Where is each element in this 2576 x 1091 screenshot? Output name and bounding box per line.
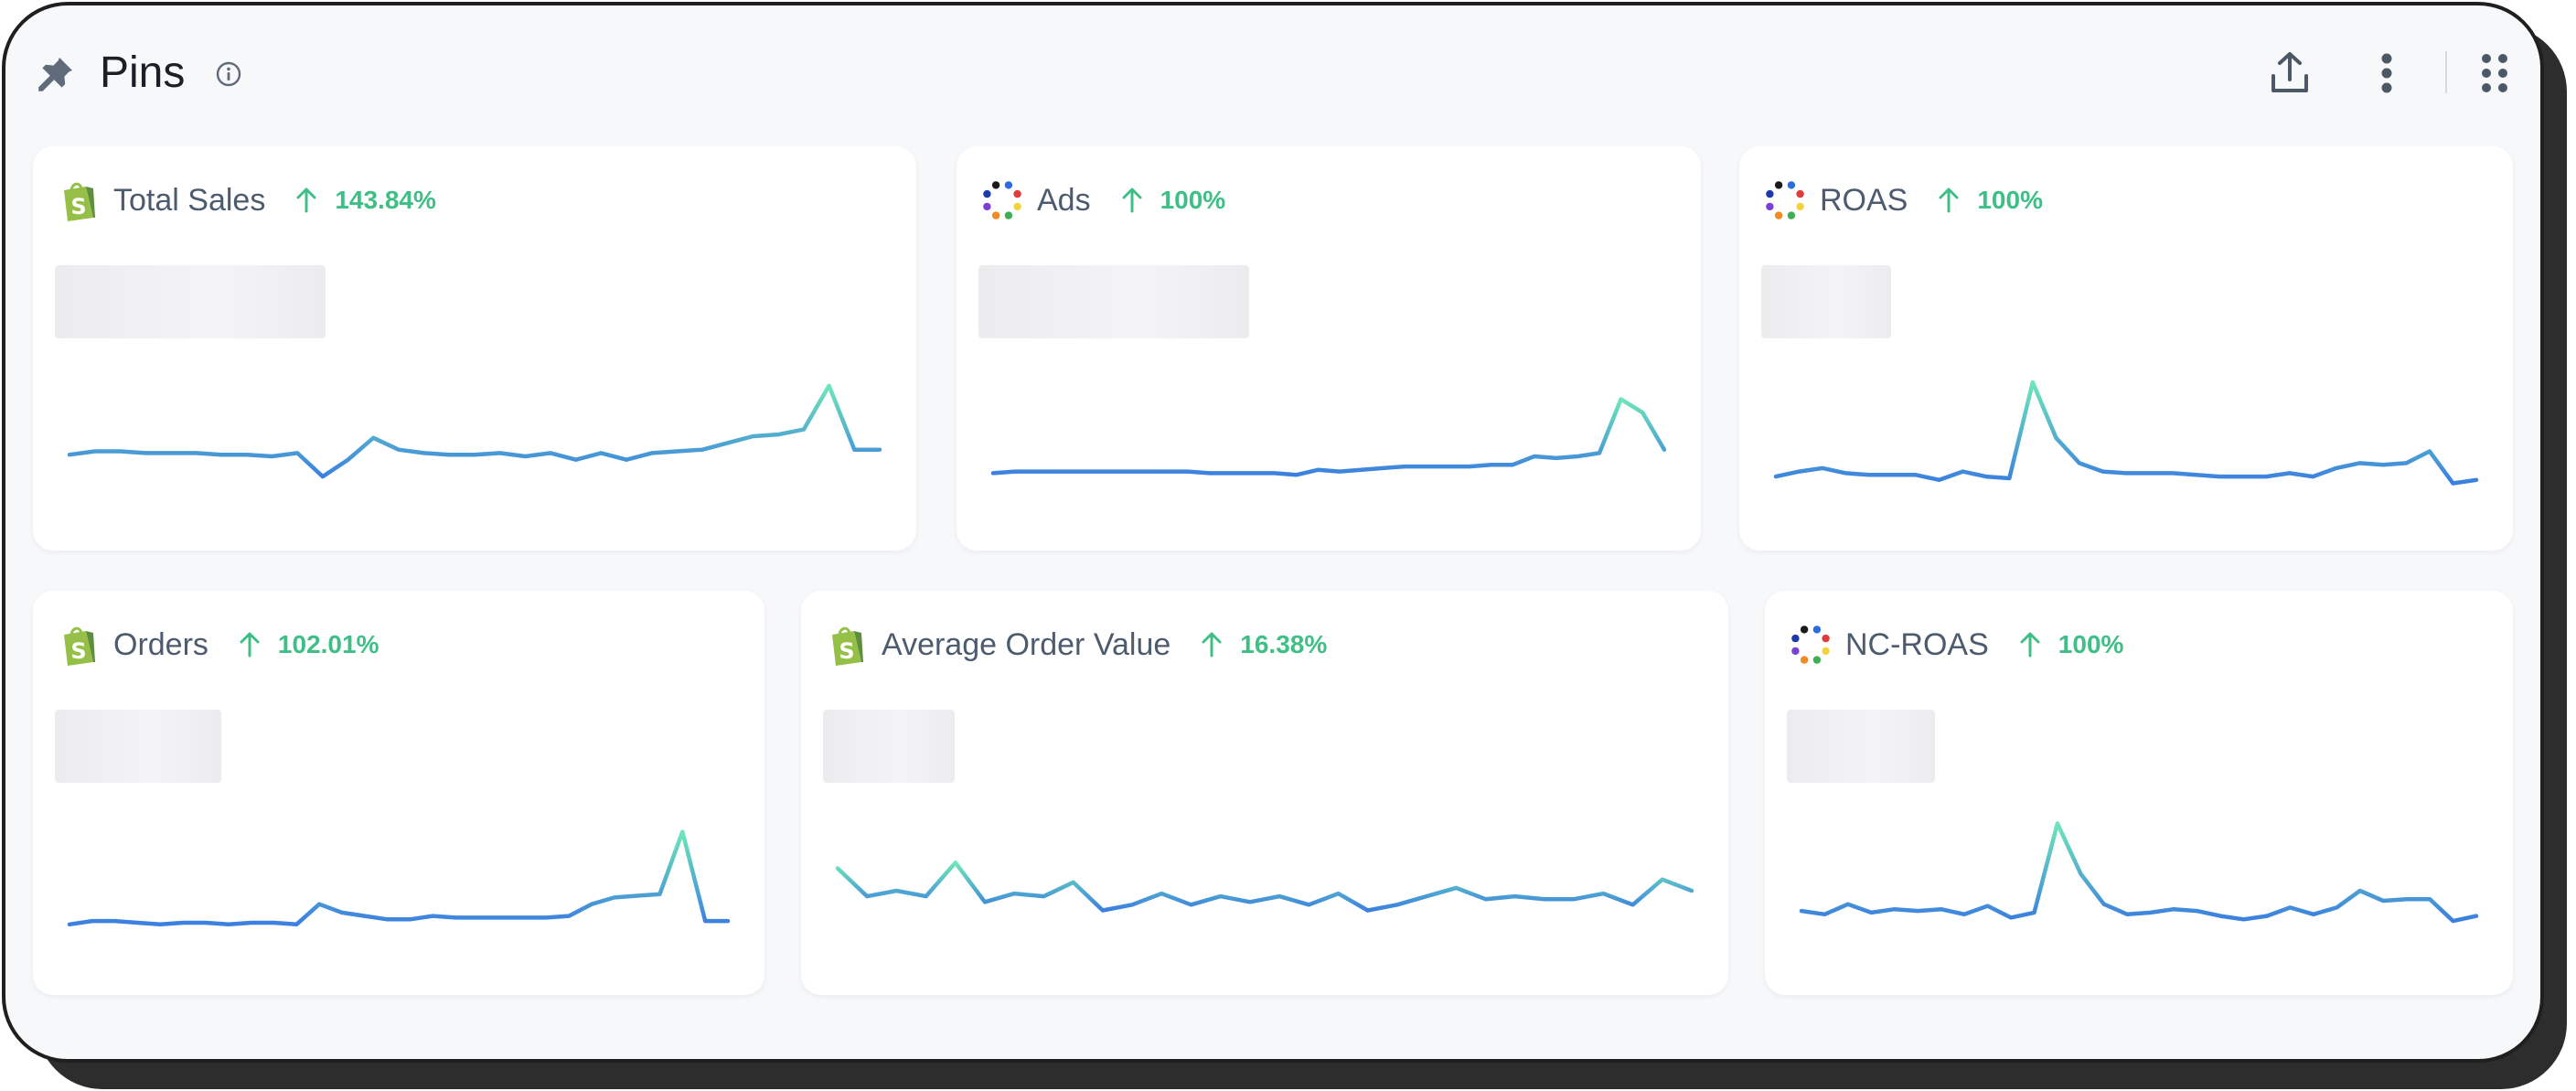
arrow-up-icon [1202, 632, 1222, 658]
layout-grid-button[interactable] [2467, 46, 2522, 101]
pin-card-total-sales[interactable]: S Total Sales 143.84% [33, 146, 916, 551]
delta-value: 100% [1977, 186, 2043, 214]
shopify-icon: S [57, 176, 101, 224]
value-placeholder [1787, 710, 1935, 783]
arrow-up-icon [1122, 187, 1142, 213]
value-placeholder [823, 710, 955, 783]
card-title: Ads [1037, 182, 1091, 218]
sparkline-series [1773, 380, 2479, 486]
card-header: NC-ROAS 100% [1789, 613, 2123, 677]
delta-badge: 16.38% [1202, 630, 1327, 659]
pin-card-orders[interactable]: S Orders 102.01% [33, 591, 764, 995]
arrow-up-icon [1939, 187, 1959, 213]
delta-badge: 102.01% [240, 630, 379, 659]
card-header: S Total Sales 143.84% [57, 168, 436, 232]
more-options-button[interactable] [2359, 46, 2414, 101]
sparkline-chart [67, 829, 731, 927]
pin-card-average-order-value[interactable]: S Average Order Value 16.38% [801, 591, 1728, 995]
sparkline-chart [67, 383, 882, 479]
export-icon [2271, 52, 2308, 92]
page-title: Pins [100, 48, 186, 97]
shopify-icon: S [825, 621, 869, 669]
delta-value: 100% [1160, 186, 1226, 214]
card-title: NC-ROAS [1845, 626, 1989, 662]
sparkline-chart [835, 861, 1694, 913]
more-vertical-icon [2381, 53, 2392, 93]
sparkline-series [67, 383, 882, 479]
value-placeholder [55, 710, 221, 783]
value-placeholder [1761, 265, 1891, 338]
delta-value: 100% [2058, 630, 2124, 658]
svg-text:S: S [839, 638, 854, 664]
multi-dot-icon [980, 176, 1024, 224]
delta-value: 143.84% [335, 186, 436, 214]
info-icon[interactable] [215, 60, 242, 88]
pin-icon [38, 58, 72, 91]
header-divider [2445, 51, 2447, 93]
multi-dot-icon [1763, 176, 1807, 224]
arrow-up-icon [240, 632, 260, 658]
sparkline-series [1799, 821, 2479, 924]
pin-card-ads[interactable]: Ads 100% [957, 146, 1701, 551]
delta-value: 102.01% [277, 630, 379, 658]
card-title: Total Sales [113, 182, 266, 218]
svg-text:S: S [70, 194, 86, 219]
pins-panel: Pins [2, 2, 2544, 1063]
shopify-icon: S [57, 621, 101, 669]
sparkline-series [67, 829, 731, 927]
value-placeholder [55, 265, 326, 338]
delta-value: 16.38% [1240, 630, 1328, 658]
card-header: S Average Order Value 16.38% [825, 613, 1327, 677]
pin-card-roas[interactable]: ROAS 100% [1739, 146, 2513, 551]
panel-header: Pins [5, 5, 2540, 143]
card-header: S Orders 102.01% [57, 613, 379, 677]
card-title: ROAS [1820, 182, 1908, 218]
delta-badge: 100% [1939, 186, 2043, 215]
sparkline-chart [1799, 821, 2479, 924]
delta-badge: 100% [1122, 186, 1226, 215]
sparkline-series [990, 397, 1667, 477]
multi-dot-icon [1789, 621, 1833, 669]
arrow-up-icon [2020, 632, 2040, 658]
delta-badge: 143.84% [296, 186, 436, 215]
sparkline-chart [990, 397, 1667, 477]
card-title: Average Order Value [882, 626, 1171, 662]
export-button[interactable] [2262, 46, 2317, 101]
sparkline-chart [1773, 380, 2479, 486]
delta-badge: 100% [2020, 630, 2124, 659]
arrow-up-icon [296, 187, 316, 213]
svg-text:S: S [70, 638, 86, 664]
grid-icon [2482, 54, 2507, 92]
card-title: Orders [113, 626, 208, 662]
card-header: ROAS 100% [1763, 168, 2043, 232]
value-placeholder [978, 265, 1249, 338]
pin-card-nc-roas[interactable]: NC-ROAS 100% [1765, 591, 2513, 995]
sparkline-series [835, 861, 1694, 913]
card-header: Ads 100% [980, 168, 1225, 232]
